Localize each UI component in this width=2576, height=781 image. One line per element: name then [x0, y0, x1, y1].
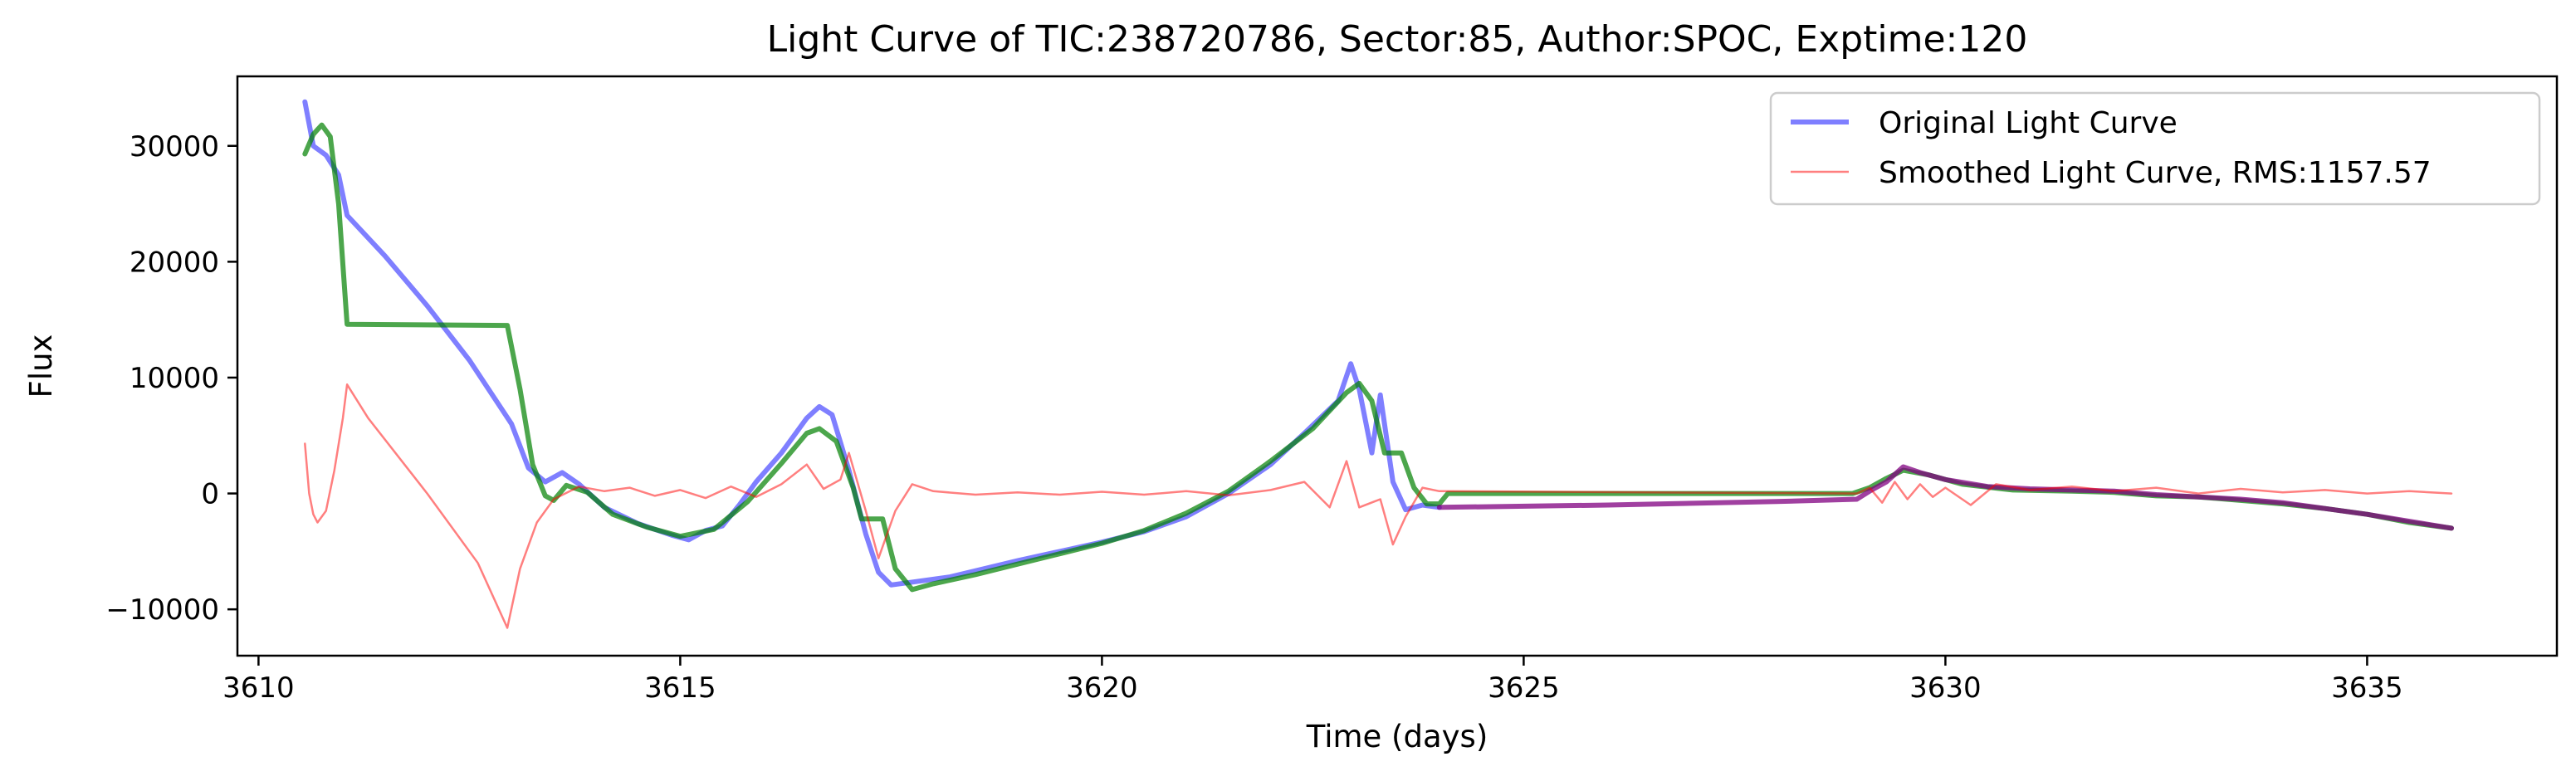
series-line-3: [1436, 464, 2454, 531]
plot-frame: [236, 75, 2559, 657]
x-axis-label: Time (days): [1306, 719, 1488, 754]
x-tick-label: 3625: [1488, 671, 1560, 705]
x-tick-label: 3620: [1066, 671, 1138, 705]
x-tick-label: 3615: [644, 671, 716, 705]
x-tick-label: 3635: [2331, 671, 2403, 705]
x-tick-label: 3630: [1909, 671, 1982, 705]
y-tick-label: −10000: [105, 593, 219, 627]
y-tick-label: 20000: [130, 246, 219, 279]
plot-area: [236, 75, 2559, 657]
series-line-1: [304, 383, 2453, 629]
legend-label-smoothed: Smoothed Light Curve, RMS:1157.57: [1879, 156, 2432, 190]
legend-label-original: Original Light Curve: [1879, 106, 2178, 140]
legend-box: [1769, 91, 2541, 206]
y-axis-label: Flux: [23, 334, 59, 398]
series-layer: [302, 99, 2454, 629]
y-tick-label: 10000: [130, 362, 219, 395]
chart-title: Light Curve of TIC:238720786, Sector:85,…: [767, 18, 2028, 61]
x-axis-ticks: 3610 3615 3620 3625 3630 3635: [222, 656, 2403, 705]
y-tick-label: 0: [201, 478, 219, 511]
y-tick-label: 30000: [130, 130, 219, 164]
x-tick-label: 3610: [222, 671, 295, 705]
y-axis-ticks: −10000 0 10000 20000 30000: [105, 130, 237, 627]
legend: Original Light Curve Smoothed Light Curv…: [1769, 91, 2541, 206]
